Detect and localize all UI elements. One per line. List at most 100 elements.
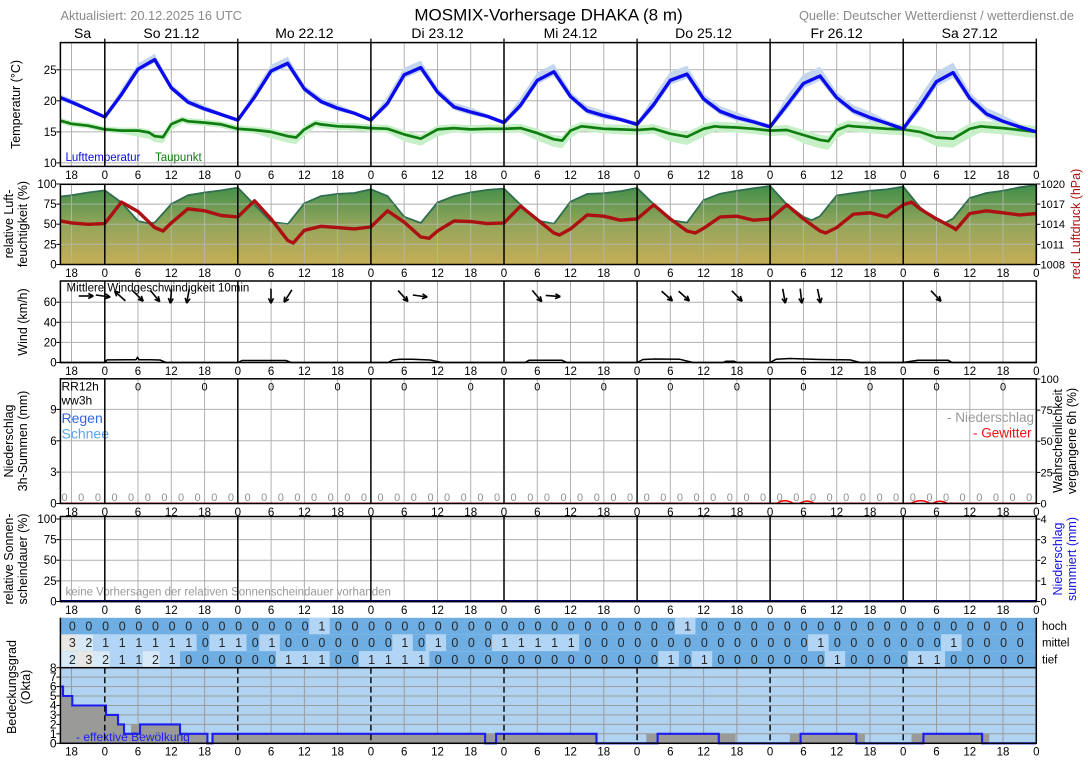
svg-text:1: 1	[917, 653, 924, 667]
svg-text:0: 0	[235, 170, 241, 182]
svg-text:6: 6	[534, 268, 540, 280]
svg-text:0: 0	[767, 636, 774, 650]
svg-text:0: 0	[50, 358, 56, 370]
svg-text:6: 6	[50, 436, 56, 448]
svg-text:ww3h: ww3h	[61, 394, 93, 408]
svg-text:6: 6	[135, 747, 141, 759]
svg-text:0: 0	[394, 492, 400, 504]
svg-text:25: 25	[44, 239, 57, 251]
svg-text:0: 0	[734, 382, 740, 394]
svg-text:0: 0	[352, 653, 359, 667]
svg-text:0: 0	[618, 653, 625, 667]
svg-text:0: 0	[185, 653, 192, 667]
svg-text:- effektive Bewölkung: - effektive Bewölkung	[76, 730, 190, 744]
svg-text:12: 12	[564, 268, 577, 280]
svg-text:0: 0	[893, 492, 899, 504]
svg-text:6: 6	[800, 268, 806, 280]
svg-text:0: 0	[876, 492, 882, 504]
svg-text:12: 12	[165, 747, 178, 759]
svg-text:0: 0	[668, 636, 675, 650]
svg-text:0: 0	[368, 620, 375, 634]
svg-text:3h-Summen (mm): 3h-Summen (mm)	[16, 391, 30, 492]
svg-text:8: 8	[50, 661, 57, 675]
svg-text:0: 0	[784, 636, 791, 650]
svg-text:0: 0	[584, 653, 591, 667]
svg-text:0: 0	[584, 620, 591, 634]
svg-text:18: 18	[65, 170, 78, 182]
svg-text:0: 0	[993, 492, 999, 504]
svg-text:12: 12	[165, 605, 178, 617]
svg-text:0: 0	[710, 492, 716, 504]
svg-text:0: 0	[385, 636, 392, 650]
svg-text:1: 1	[535, 636, 542, 650]
svg-text:6: 6	[933, 170, 939, 182]
svg-text:6: 6	[268, 170, 274, 182]
svg-text:12: 12	[298, 366, 311, 378]
svg-text:0: 0	[211, 492, 217, 504]
svg-text:0: 0	[900, 170, 906, 182]
svg-text:18: 18	[997, 366, 1010, 378]
svg-text:1: 1	[219, 636, 226, 650]
svg-text:0: 0	[984, 636, 991, 650]
svg-text:6: 6	[534, 507, 540, 519]
svg-text:18: 18	[65, 605, 78, 617]
svg-text:Wind (km/h): Wind (km/h)	[16, 288, 30, 355]
svg-text:6: 6	[800, 170, 806, 182]
svg-text:0: 0	[1017, 653, 1024, 667]
svg-text:1: 1	[169, 636, 176, 650]
svg-text:0: 0	[102, 507, 108, 519]
svg-text:50: 50	[1041, 436, 1053, 448]
svg-text:0: 0	[102, 366, 108, 378]
svg-text:0: 0	[535, 653, 542, 667]
svg-text:0: 0	[78, 492, 84, 504]
svg-text:6: 6	[534, 366, 540, 378]
svg-text:1: 1	[119, 653, 126, 667]
svg-text:Mittlere Windgeschwindigkeit 1: Mittlere Windgeschwindigkeit 10min	[67, 283, 250, 295]
svg-text:1: 1	[318, 653, 325, 667]
svg-text:0: 0	[235, 747, 241, 759]
svg-text:0: 0	[867, 653, 874, 667]
svg-text:18: 18	[997, 747, 1010, 759]
svg-text:0: 0	[843, 492, 849, 504]
svg-text:0: 0	[627, 492, 633, 504]
svg-text:1: 1	[318, 620, 325, 634]
svg-text:0: 0	[235, 268, 241, 280]
svg-text:0: 0	[535, 620, 542, 634]
svg-text:1: 1	[668, 653, 675, 667]
svg-text:0: 0	[677, 492, 683, 504]
svg-text:0: 0	[834, 636, 841, 650]
svg-text:18: 18	[331, 605, 344, 617]
svg-text:12: 12	[431, 605, 444, 617]
svg-text:0: 0	[767, 747, 773, 759]
svg-text:1: 1	[950, 636, 957, 650]
svg-text:0: 0	[418, 620, 425, 634]
svg-text:mittel: mittel	[1042, 638, 1069, 650]
svg-text:18: 18	[331, 366, 344, 378]
svg-text:7: 7	[50, 670, 57, 684]
svg-text:0: 0	[501, 170, 507, 182]
svg-text:0: 0	[601, 382, 607, 394]
svg-text:red. Luftdruck (hPa): red. Luftdruck (hPa)	[1069, 169, 1083, 279]
svg-text:0: 0	[468, 653, 475, 667]
svg-text:0: 0	[850, 620, 857, 634]
svg-text:75: 75	[44, 199, 57, 211]
svg-text:0: 0	[427, 492, 433, 504]
svg-text:0: 0	[568, 620, 575, 634]
svg-text:2: 2	[102, 653, 109, 667]
svg-text:0: 0	[777, 492, 783, 504]
svg-text:0: 0	[900, 747, 906, 759]
svg-text:0: 0	[352, 636, 359, 650]
svg-text:0: 0	[601, 653, 608, 667]
svg-text:40: 40	[44, 317, 57, 329]
svg-text:0: 0	[551, 620, 558, 634]
svg-text:1: 1	[368, 653, 375, 667]
svg-text:0: 0	[252, 653, 259, 667]
svg-text:9: 9	[50, 404, 56, 416]
svg-text:0: 0	[601, 620, 608, 634]
svg-text:12: 12	[564, 605, 577, 617]
svg-text:1: 1	[302, 653, 309, 667]
svg-text:0: 0	[302, 620, 309, 634]
svg-text:50: 50	[44, 555, 57, 567]
svg-text:75: 75	[1041, 405, 1053, 417]
svg-text:1014: 1014	[1041, 219, 1065, 231]
